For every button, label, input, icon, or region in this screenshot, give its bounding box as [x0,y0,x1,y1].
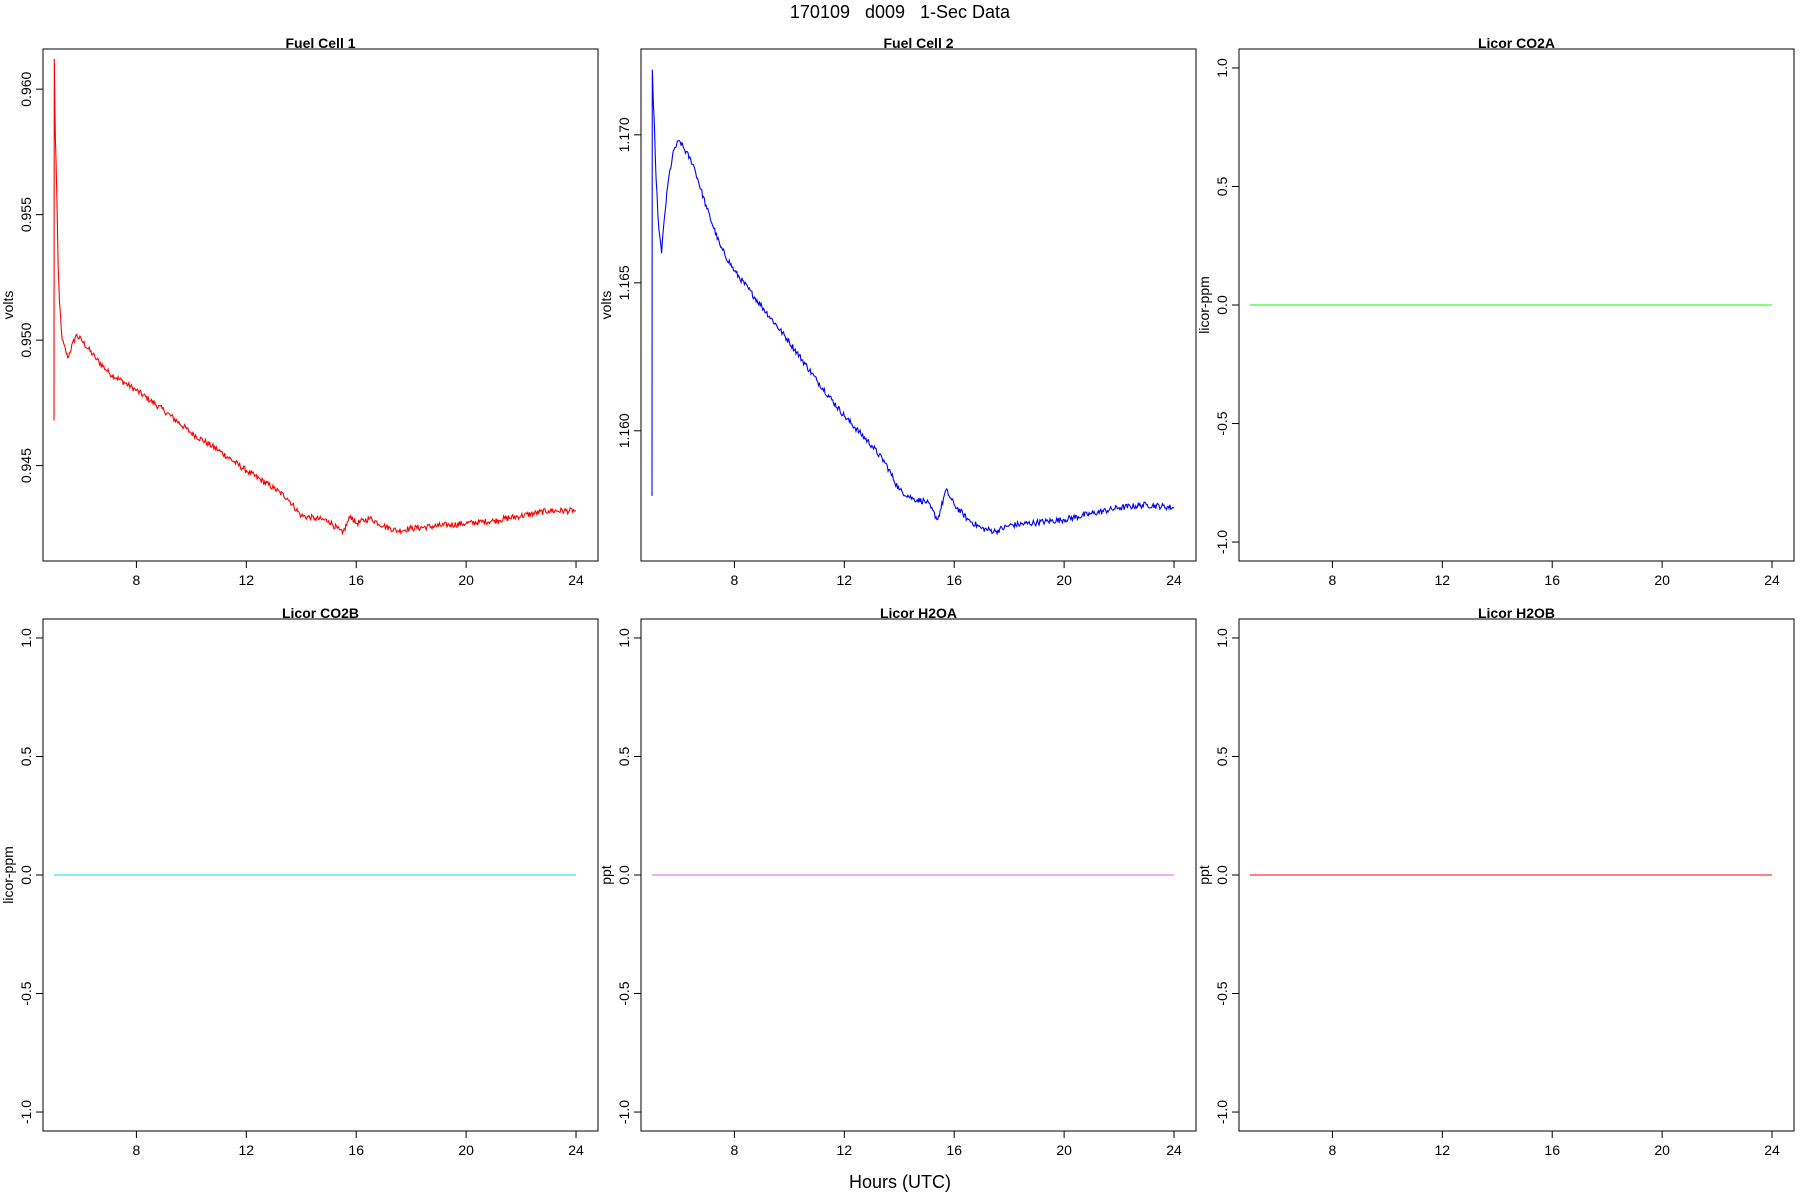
y-tick-label: 1.165 [616,265,632,300]
x-tick-label: 24 [1764,572,1780,588]
y-tick-label: 0.0 [18,865,34,885]
x-tick-label: 8 [731,1142,739,1158]
data-series-line [651,69,1175,536]
x-tick-label: 24 [1166,1142,1182,1158]
chart-fuel-cell-1: Fuel Cell 1 8 12 16 20 24 0.945 0.950 0.955 0.960… [0,35,599,588]
figure-x-axis-label: Hours (UTC) [849,1172,951,1192]
y-tick-label: 0.5 [1214,747,1230,767]
y-tick-label: -1.0 [1214,530,1230,554]
chart-licor-h2oa: Licor H2OA 8 12 16 20 24 -1.0 -0.5 0.0 0.5 1.0 ppt [598,605,1197,1158]
x-tick-label: 24 [568,572,584,588]
y-axis-label: volts [598,291,614,320]
x-tick-label: 20 [1056,1142,1072,1158]
x-tick-label: 12 [1435,572,1451,588]
chart-licor-h2ob: Licor H2OB 8 12 16 20 24 -1.0 -0.5 0.0 0.5 1.0 ppt [1196,605,1795,1158]
chart-licor-co2a: Licor CO2A 8 12 16 20 24 -1.0 -0.5 0.0 0.5 1.0 lico… [1196,35,1795,588]
figure-title: 170109 d009 1-Sec Data [789,2,1011,22]
y-tick-label: 1.0 [1214,628,1230,648]
y-tick-label: 0.945 [18,448,34,483]
y-tick-label: -0.5 [1214,981,1230,1005]
y-tick-label: 1.0 [18,628,34,648]
x-tick-label: 12 [239,572,255,588]
x-tick-label: 20 [458,572,474,588]
x-tick-label: 16 [946,1142,962,1158]
x-tick-label: 12 [1435,1142,1451,1158]
y-tick-label: 0.0 [1214,295,1230,315]
x-tick-label: 8 [731,572,739,588]
y-tick-label: -0.5 [616,981,632,1005]
x-tick-label: 20 [458,1142,474,1158]
y-tick-label: 1.160 [616,413,632,448]
x-tick-label: 12 [837,1142,853,1158]
y-tick-label: 1.0 [1214,58,1230,78]
x-tick-label: 8 [133,1142,141,1158]
x-tick-label: 24 [1166,572,1182,588]
x-tick-label: 12 [837,572,853,588]
y-tick-label: 0.960 [18,71,34,106]
y-tick-label: 0.5 [18,747,34,767]
y-tick-label: 0.5 [1214,177,1230,197]
y-tick-label: 0.955 [18,197,34,232]
x-tick-label: 8 [1329,1142,1337,1158]
y-axis-label: ppt [598,865,614,885]
y-tick-label: 0.950 [18,322,34,357]
panel-title: Licor H2OB [1478,605,1555,621]
x-tick-label: 16 [348,572,364,588]
x-tick-label: 8 [1329,572,1337,588]
y-tick-label: 1.170 [616,117,632,152]
y-axis-label: licor-ppm [1196,276,1212,334]
x-tick-label: 20 [1654,1142,1670,1158]
y-tick-label: 0.5 [616,747,632,767]
y-tick-label: 0.0 [616,865,632,885]
panel-title: Licor CO2B [282,605,359,621]
y-axis-label: licor-ppm [0,846,16,904]
y-tick-label: -0.5 [1214,411,1230,435]
x-tick-label: 16 [1544,1142,1560,1158]
x-tick-label: 24 [1764,1142,1780,1158]
y-tick-label: -1.0 [18,1100,34,1124]
x-tick-label: 20 [1056,572,1072,588]
chart-fuel-cell-2: Fuel Cell 2 8 12 16 20 24 1.160 1.165 1.170 volts [598,35,1197,588]
y-tick-label: -0.5 [18,981,34,1005]
x-tick-label: 24 [568,1142,584,1158]
x-tick-label: 12 [239,1142,255,1158]
y-axis-label: ppt [1196,865,1212,885]
panel-title: Licor CO2A [1478,35,1555,51]
panel-title: Fuel Cell 1 [285,35,355,51]
plot-frame [640,48,1197,562]
x-tick-label: 16 [348,1142,364,1158]
plot-frame [42,48,599,562]
y-axis-label: volts [0,291,16,320]
chart-licor-co2b: Licor CO2B 8 12 16 20 24 -1.0 -0.5 0.0 0.5 1.0 lico… [0,605,599,1158]
panel-title: Licor H2OA [880,605,957,621]
y-tick-label: -1.0 [616,1100,632,1124]
x-tick-label: 16 [946,572,962,588]
x-tick-label: 20 [1654,572,1670,588]
y-tick-label: -1.0 [1214,1100,1230,1124]
x-tick-label: 16 [1544,572,1560,588]
x-tick-label: 8 [133,572,141,588]
y-tick-label: 1.0 [616,628,632,648]
panel-title: Fuel Cell 2 [883,35,953,51]
y-tick-label: 0.0 [1214,865,1230,885]
data-series-line [53,58,577,536]
